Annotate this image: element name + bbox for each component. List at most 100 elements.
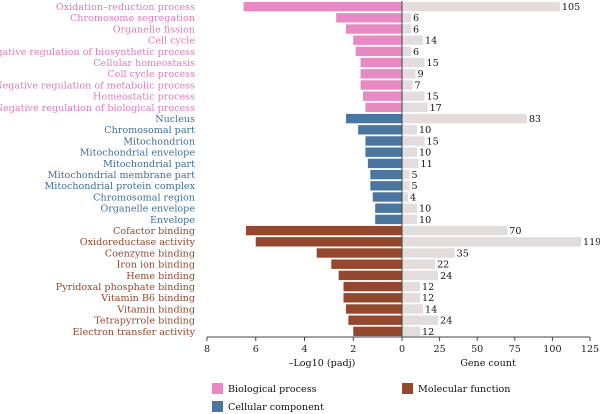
padj-bar <box>367 158 402 169</box>
right-tick-label: 25 <box>433 344 445 355</box>
padj-bar <box>355 46 402 57</box>
axes: 8 6 4 2 0 25 50 75 100 125 <box>204 1 599 355</box>
count-bar <box>402 214 418 225</box>
count-label: 15 <box>427 136 439 147</box>
count-label: 7 <box>415 80 421 91</box>
padj-bar <box>255 237 402 247</box>
count-label: 6 <box>413 13 419 24</box>
count-bar <box>402 1 560 12</box>
count-bar <box>402 259 436 269</box>
term-label: Cofactor binding <box>113 226 195 237</box>
padj-bar <box>360 57 402 68</box>
padj-bar <box>331 259 402 269</box>
count-label: 15 <box>427 92 439 103</box>
count-label: 15 <box>427 58 439 69</box>
term-label: Tetrapyrrole binding <box>94 316 195 327</box>
padj-bar <box>360 80 402 90</box>
count-label: 70 <box>509 226 521 237</box>
padj-bar <box>345 304 402 314</box>
count-bar <box>402 136 425 146</box>
term-label: Cell cycle process <box>107 69 195 80</box>
term-label: Organelle envelope <box>100 204 195 215</box>
count-bar <box>402 237 581 247</box>
count-label: 22 <box>437 260 449 271</box>
count-label: 11 <box>421 159 433 170</box>
term-label: Heme binding <box>126 271 195 282</box>
padj-bar <box>243 1 402 12</box>
count-label: 24 <box>440 316 452 327</box>
count-label: 14 <box>425 304 437 315</box>
padj-bar <box>370 169 402 180</box>
count-label: 5 <box>412 170 418 181</box>
padj-bar <box>246 225 402 236</box>
count-bar <box>402 147 418 157</box>
term-label: Chromosome segregation <box>70 13 195 24</box>
padj-bar <box>316 248 402 258</box>
count-label: 4 <box>410 192 416 203</box>
term-label: Negative regulation of biosynthetic proc… <box>0 47 195 58</box>
term-label: Coenzyme binding <box>105 248 195 259</box>
term-label: Mitochondrial protein complex <box>44 181 195 192</box>
legend: Biological process Cellular component Mo… <box>212 383 510 413</box>
count-label: 12 <box>422 282 434 293</box>
right-axis-title: Gene count <box>460 358 516 369</box>
count-label: 10 <box>419 204 431 215</box>
padj-bar <box>365 102 402 113</box>
count-bar <box>402 192 409 202</box>
term-label: Mitochondrion <box>123 136 195 147</box>
padj-bar <box>365 136 402 146</box>
legend-label-bp: Biological process <box>228 384 317 395</box>
count-label: 24 <box>440 271 452 282</box>
term-label: Vitamin B6 binding <box>100 293 195 304</box>
count-bar <box>402 46 412 57</box>
count-bar <box>402 326 421 337</box>
count-bar <box>402 281 421 292</box>
count-bar <box>402 80 413 90</box>
count-bar <box>402 69 416 79</box>
count-label: 10 <box>419 215 431 226</box>
count-bar <box>402 203 418 213</box>
count-label: 119 <box>583 237 600 248</box>
term-label: Oxidation–reduction process <box>56 2 195 13</box>
term-label: Iron ion binding <box>117 260 195 271</box>
count-label: 9 <box>418 69 424 80</box>
legend-swatch-mf <box>402 383 413 394</box>
right-tick-label: 75 <box>509 344 521 355</box>
count-bar <box>402 57 425 68</box>
padj-bar <box>358 125 402 135</box>
padj-bar <box>338 270 402 281</box>
padj-bar <box>343 293 402 303</box>
term-label: Negative regulation of biological proces… <box>0 103 195 114</box>
count-label: 14 <box>425 36 437 47</box>
count-label: 6 <box>413 47 419 58</box>
term-label: Mitochondrial envelope <box>80 148 196 159</box>
left-tick-label: 4 <box>301 344 307 355</box>
padj-bar <box>370 181 402 191</box>
right-tick-label: 50 <box>471 344 483 355</box>
padj-bar <box>336 13 402 23</box>
padj-bar <box>353 326 402 337</box>
padj-bar <box>343 281 402 292</box>
legend-label-cc: Cellular component <box>228 402 324 413</box>
padj-bar <box>360 69 402 79</box>
count-bar <box>402 225 508 236</box>
padj-bar <box>345 113 402 124</box>
count-label: 17 <box>430 103 442 114</box>
term-label: Nucleus <box>155 114 195 125</box>
term-label: Cellular homeostasis <box>93 58 195 69</box>
count-bar <box>402 169 410 180</box>
padj-bars <box>243 1 402 337</box>
count-bar <box>402 113 527 124</box>
count-bar <box>402 91 425 101</box>
count-label: 83 <box>529 114 541 125</box>
right-tick-label: 100 <box>543 344 561 355</box>
term-label: Chromosomal part <box>104 125 195 136</box>
padj-bar <box>348 315 402 325</box>
count-label: 6 <box>413 24 419 35</box>
term-label: Homeostatic process <box>93 92 195 103</box>
term-label: Envelope <box>150 215 195 226</box>
count-bar <box>402 270 439 281</box>
padj-bar <box>345 24 402 34</box>
count-label: 12 <box>422 327 434 338</box>
